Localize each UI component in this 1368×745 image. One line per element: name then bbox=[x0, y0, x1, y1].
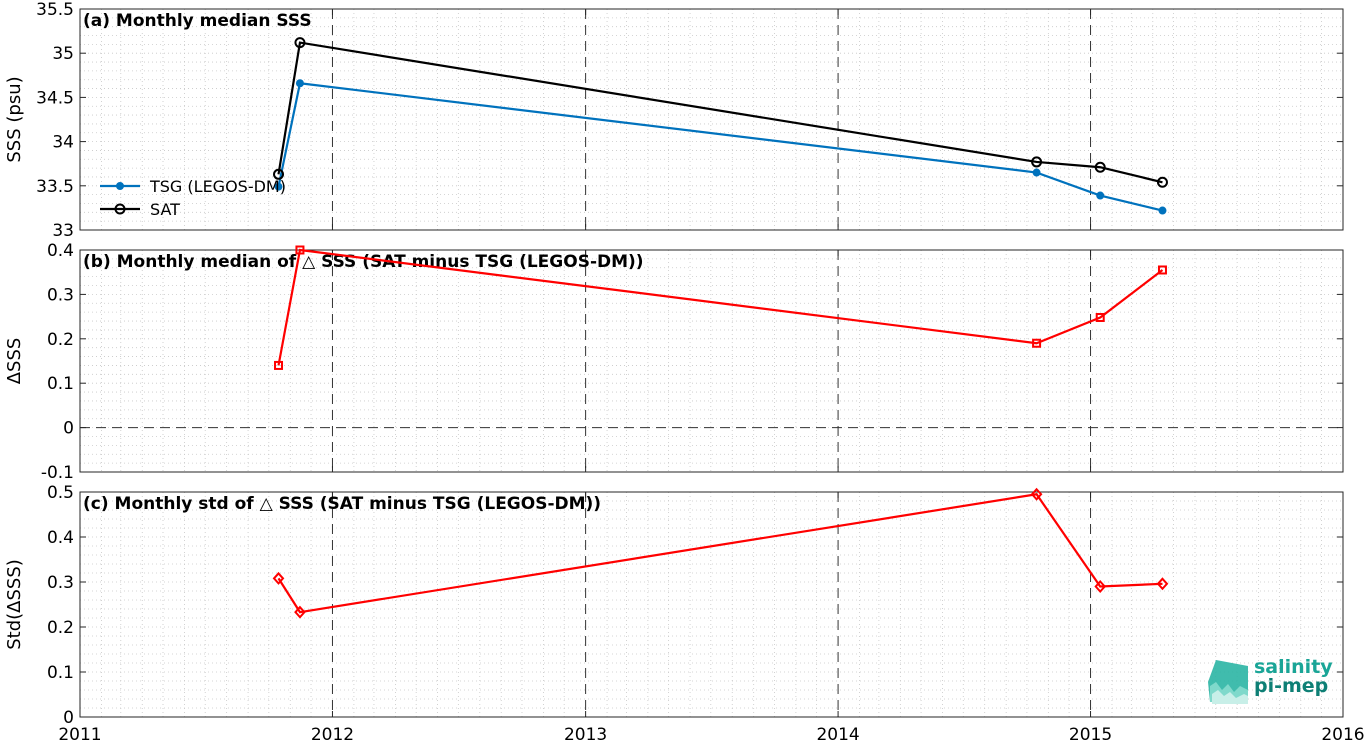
salinity-pi-mep-logo: salinity pi-mep bbox=[1206, 656, 1356, 706]
data-point bbox=[274, 182, 283, 191]
y-tick-label: 0.3 bbox=[47, 573, 74, 593]
logo-line-2: pi-mep bbox=[1254, 675, 1329, 697]
x-tick-label: 2011 bbox=[58, 725, 101, 745]
y-tick-label: 0.3 bbox=[47, 285, 74, 305]
data-point bbox=[1030, 487, 1043, 501]
y-tick-label: 35 bbox=[52, 44, 74, 64]
x-tick-label: 2016 bbox=[1321, 725, 1364, 745]
y-axis-label: Std(ΔSSS) bbox=[4, 559, 25, 650]
grid-c bbox=[80, 491, 1343, 718]
data-point bbox=[294, 37, 306, 49]
y-tick-label: 34 bbox=[52, 133, 74, 153]
data-point bbox=[1156, 176, 1168, 188]
series-line bbox=[277, 493, 1163, 614]
series-group-a bbox=[273, 37, 1168, 215]
legend-label: SAT bbox=[150, 200, 180, 219]
data-point bbox=[274, 360, 284, 370]
y-tick-label: 0.4 bbox=[47, 528, 74, 548]
panel-b: -0.1 0 0.1 0.2 0.3 0.4 ΔSSS (b) Monthly median … bbox=[4, 241, 1344, 483]
data-point bbox=[273, 168, 285, 180]
y-tick-label: 0 bbox=[63, 419, 74, 439]
series-line bbox=[277, 82, 1163, 212]
data-point bbox=[1032, 168, 1041, 177]
grid-b bbox=[80, 249, 1343, 473]
axes-box-a bbox=[79, 8, 1344, 231]
legend: TSG (LEGOS-DM) SAT bbox=[100, 177, 286, 219]
axes-box-c bbox=[79, 491, 1344, 718]
x-tick-label: 2013 bbox=[564, 725, 607, 745]
series-line bbox=[277, 41, 1163, 184]
y-tick-label: 34.5 bbox=[36, 88, 74, 108]
x-tick-label: 2014 bbox=[816, 725, 859, 745]
y-tick-label: 0.1 bbox=[47, 663, 74, 683]
data-point bbox=[294, 605, 306, 619]
data-point bbox=[295, 79, 304, 88]
series-line bbox=[277, 248, 1164, 366]
data-point bbox=[116, 182, 124, 190]
data-point bbox=[295, 245, 305, 255]
panel-c: 0 0.1 0.2 0.3 0.4 0.5 Std(ΔSSS) (c) Monthly std… bbox=[4, 483, 1344, 728]
data-point bbox=[1094, 580, 1107, 593]
panel-title: (b) Monthly median of △ SSS (SAT minus T… bbox=[83, 252, 644, 272]
data-point bbox=[1032, 338, 1042, 348]
y-tick-label: 0.4 bbox=[47, 241, 74, 261]
data-point bbox=[1157, 265, 1167, 275]
y-tick-label: 0.1 bbox=[47, 374, 74, 394]
data-point bbox=[114, 203, 126, 215]
y-tick-label: 0.5 bbox=[47, 483, 74, 503]
x-tick-label: 2012 bbox=[311, 725, 354, 745]
data-point bbox=[272, 571, 285, 585]
grid-a bbox=[80, 8, 1343, 231]
legend-label: TSG (LEGOS-DM) bbox=[149, 177, 286, 196]
y-tick-label: 33 bbox=[52, 221, 74, 241]
panel-title: (c) Monthly std of △ SSS (SAT minus TSG … bbox=[83, 494, 601, 514]
logo-line-1: salinity bbox=[1254, 656, 1333, 678]
data-point bbox=[1095, 312, 1105, 322]
panel-title: (a) Monthly median SSS bbox=[83, 11, 312, 31]
wave-logo-icon bbox=[1208, 660, 1248, 704]
y-tick-label: 0.2 bbox=[47, 618, 74, 638]
y-axis-label: SSS (psu) bbox=[4, 76, 25, 162]
data-point bbox=[1031, 156, 1043, 168]
data-point bbox=[1096, 191, 1105, 200]
x-tick-label: 2015 bbox=[1069, 725, 1112, 745]
data-point bbox=[1094, 161, 1106, 173]
y-axis-label: ΔSSS bbox=[4, 338, 25, 385]
y-tick-label: 0.2 bbox=[47, 330, 74, 350]
series-group-b bbox=[274, 245, 1167, 370]
axes-box-b bbox=[79, 249, 1344, 473]
data-point bbox=[1158, 206, 1167, 215]
y-tick-label: 35.5 bbox=[36, 0, 74, 20]
y-tick-label: 33.5 bbox=[36, 177, 74, 197]
y-tick-label: -0.1 bbox=[41, 463, 74, 483]
y-tick-label: 0 bbox=[63, 708, 74, 728]
logo-text: salinity pi-mep bbox=[1254, 658, 1333, 696]
data-point bbox=[1156, 577, 1169, 591]
series-group-c bbox=[272, 487, 1169, 619]
